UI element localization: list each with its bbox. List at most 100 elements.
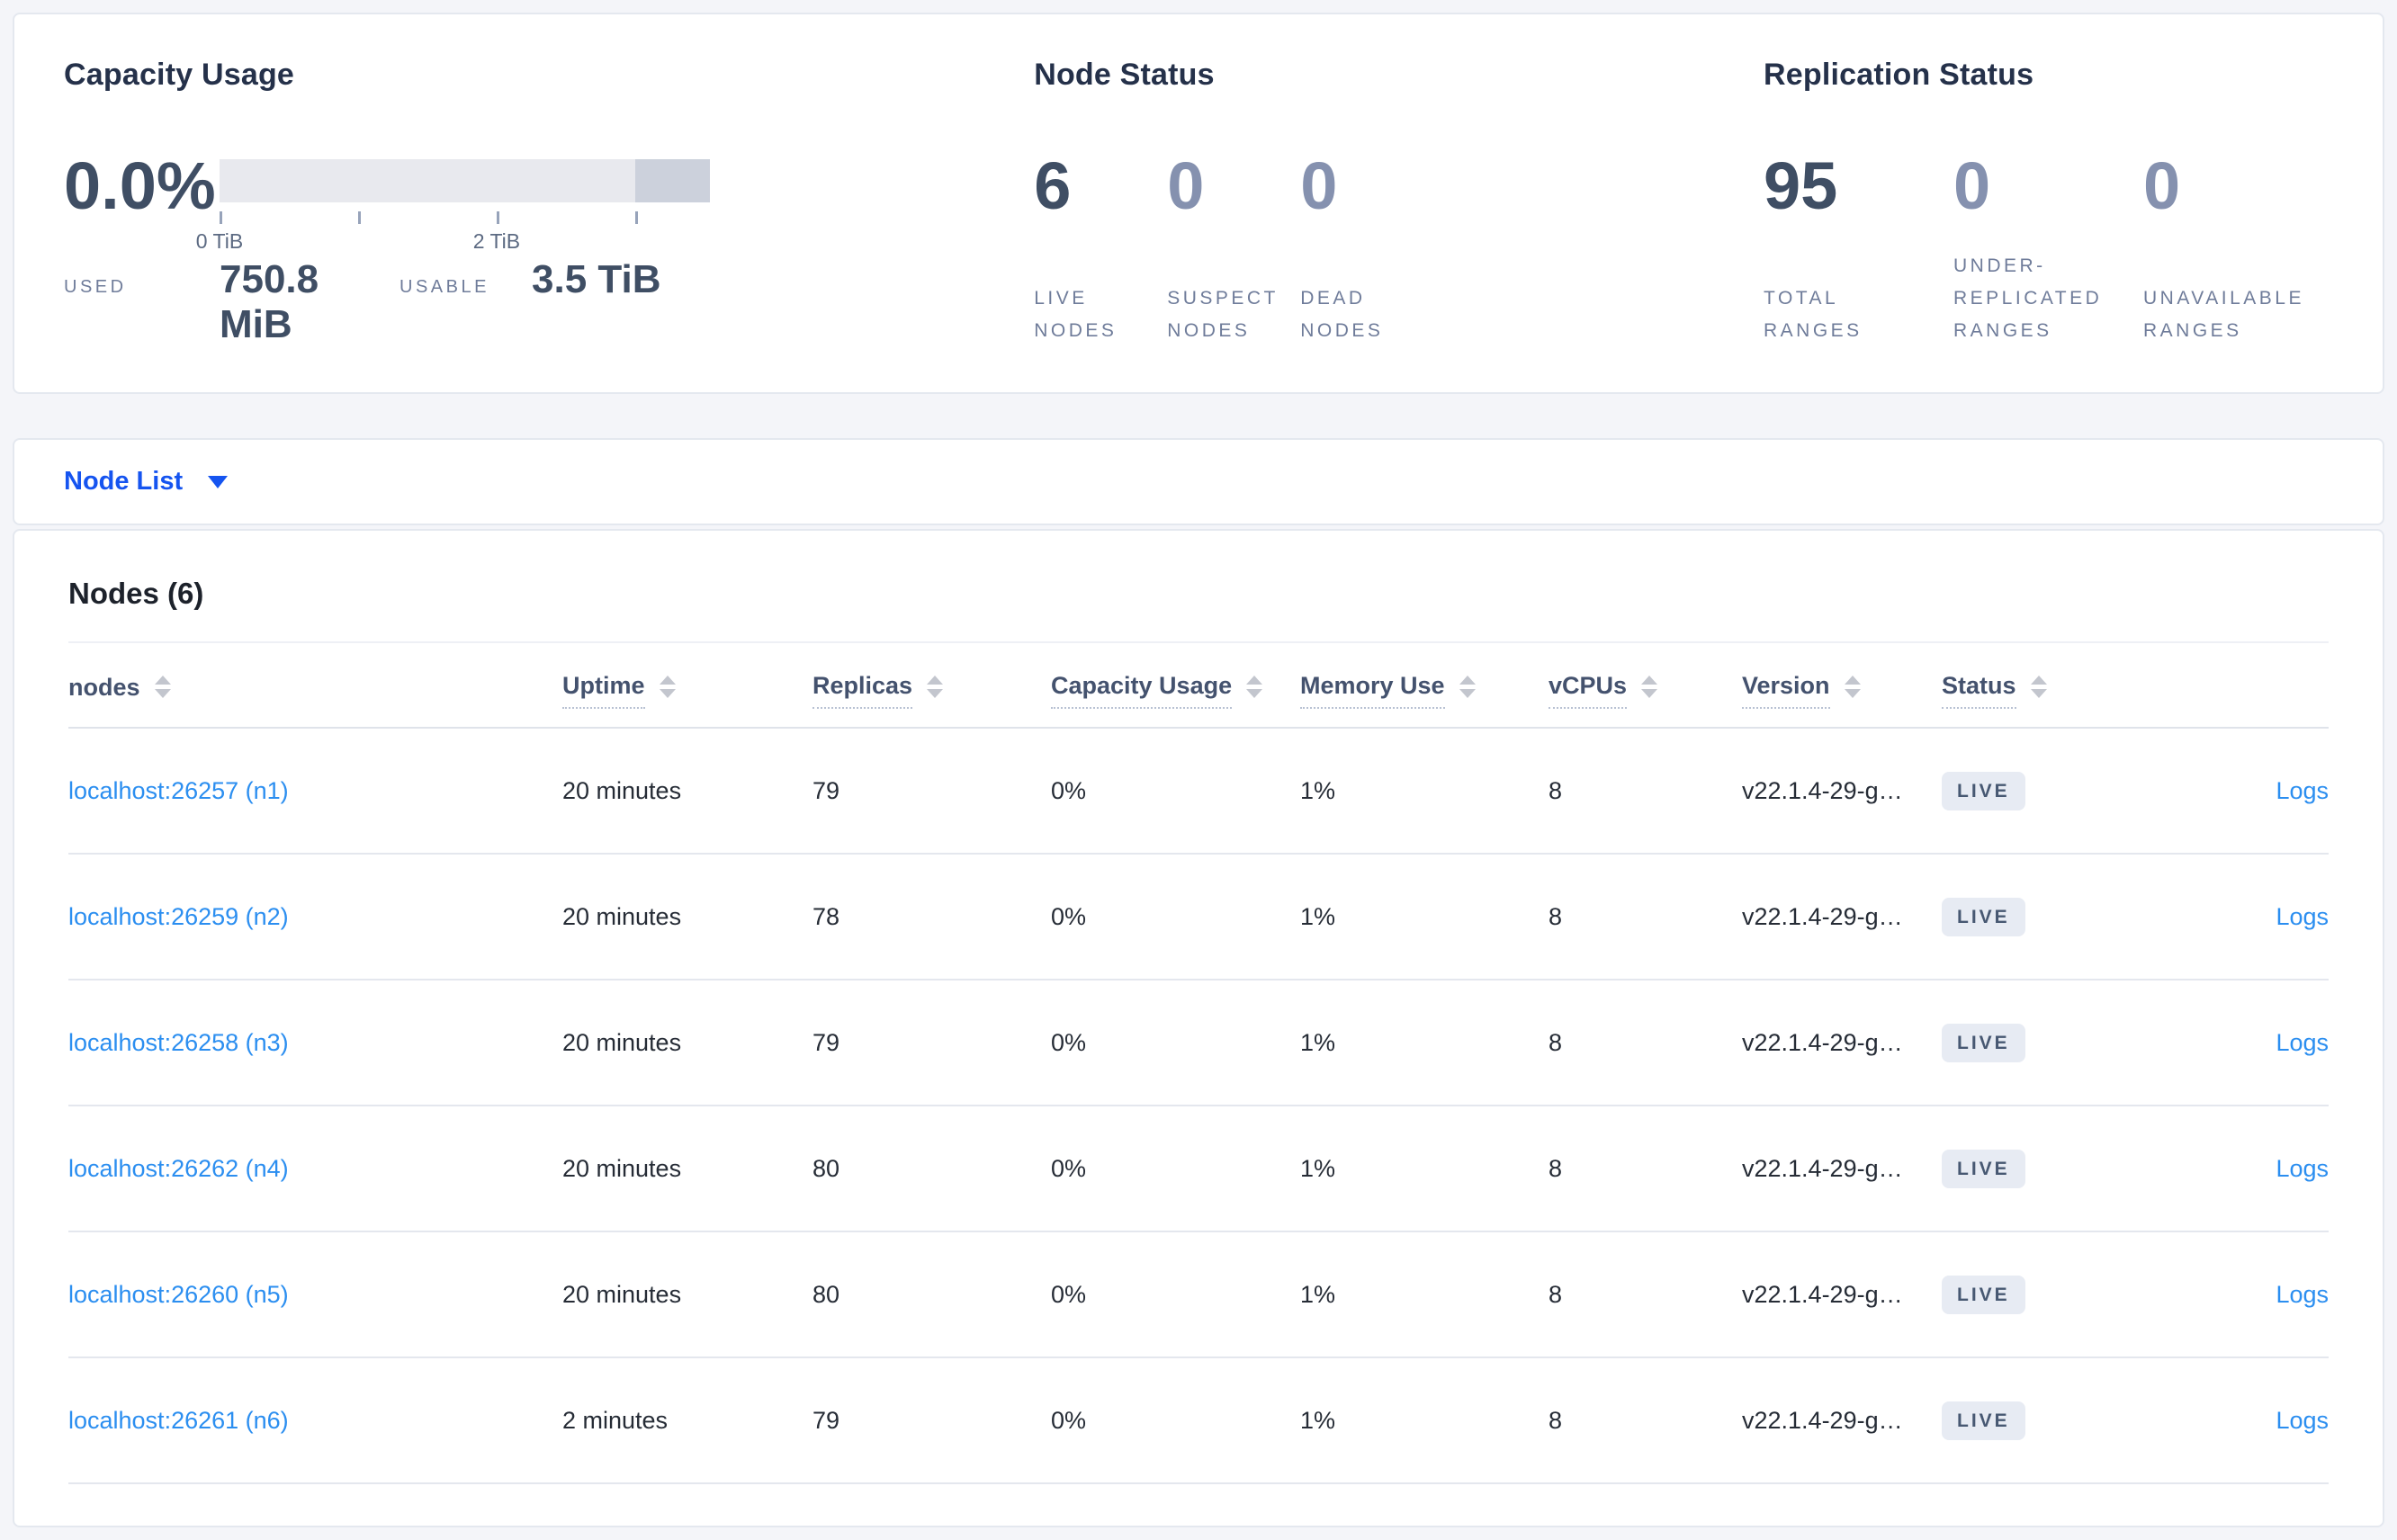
capacity-usage-cell: 0% (1051, 1028, 1087, 1056)
usable-value: 3.5 TiB (532, 257, 661, 301)
vcpus-cell: 8 (1549, 1154, 1563, 1182)
capacity-axis-ticks (220, 210, 710, 226)
stat-value: 95 (1764, 148, 1838, 223)
column-header-label[interactable]: Status (1942, 672, 2016, 709)
stat-value: 0 (1300, 148, 1338, 223)
column-header-vcpus: vCPUs (1549, 672, 1742, 709)
sort-icon[interactable] (1844, 676, 1861, 698)
logs-link[interactable]: Logs (2276, 902, 2329, 930)
stat-label: LIVE NODES (1034, 288, 1118, 341)
capacity-bar (220, 159, 710, 202)
capacity-usage-body: 0.0% 0 TiB 2 TiB (64, 152, 1034, 257)
stat-label: DEAD NODES (1300, 288, 1384, 341)
status-badge: LIVE (1942, 897, 2025, 936)
memory-use-cell: 1% (1300, 1406, 1336, 1434)
usable-label: USABLE (400, 277, 489, 297)
stat-label: TOTAL RANGES (1764, 288, 1863, 341)
replication-status-title: Replication Status (1764, 58, 2034, 92)
status-cell: LIVE (1942, 1275, 2167, 1314)
table-row: localhost:26262 (n4) 20 minutes 80 0% 1% 8 v22… (68, 1106, 2329, 1232)
replicas-cell: 78 (812, 902, 840, 930)
sort-asc-arrow (927, 676, 944, 685)
logs-cell: Logs (2167, 1407, 2329, 1435)
caret-down-icon[interactable] (208, 475, 229, 488)
column-header-label[interactable]: vCPUs (1549, 672, 1628, 709)
node-status-title: Node Status (1034, 58, 1215, 92)
sort-desc-arrow (154, 689, 171, 698)
sort-asc-arrow (154, 676, 171, 685)
table-row: localhost:26258 (n3) 20 minutes 79 0% 1% 8 v22… (68, 980, 2329, 1106)
sort-icon[interactable] (1641, 676, 1658, 698)
column-header-version: Version (1742, 672, 1942, 709)
sort-icon[interactable] (2030, 676, 2047, 698)
sort-desc-arrow (659, 689, 676, 698)
column-header-label[interactable]: Uptime (562, 672, 645, 709)
logs-link[interactable]: Logs (2276, 1406, 2329, 1434)
uptime-cell: 20 minutes (562, 902, 682, 930)
sort-desc-arrow (1459, 689, 1476, 698)
replicas-cell: 79 (812, 776, 840, 804)
node-address-link[interactable]: localhost:26257 (n1) (68, 776, 289, 804)
version-cell: v22.1.4-29-g… (1742, 902, 1903, 930)
status-badge: LIVE (1942, 1275, 2025, 1314)
sort-icon[interactable] (927, 676, 944, 698)
sort-icon[interactable] (1246, 676, 1263, 698)
memory-use-cell: 1% (1300, 1280, 1336, 1308)
table-row: localhost:26259 (n2) 20 minutes 78 0% 1% 8 v22… (68, 855, 2329, 980)
sort-desc-arrow (2030, 689, 2047, 698)
sort-icon[interactable] (1459, 676, 1476, 698)
node-address-cell: localhost:26260 (n5) (68, 1281, 562, 1309)
capacity-used-percent: 0.0% (64, 148, 216, 223)
status-cell: LIVE (1942, 1149, 2167, 1188)
status-cell: LIVE (1942, 1401, 2167, 1440)
capacity-axis-tick-label: 2 TiB (472, 229, 521, 253)
node-address-link[interactable]: localhost:26262 (n4) (68, 1154, 289, 1182)
capacity-usage-title: Capacity Usage (64, 58, 295, 92)
view-selector-bar: Node List (13, 438, 2384, 525)
logs-link[interactable]: Logs (2276, 1154, 2329, 1182)
table-row: localhost:26261 (n6) 2 minutes 79 0% 1% 8 v22.… (68, 1358, 2329, 1484)
capacity-axis-tick-label: 0 TiB (195, 229, 244, 253)
capacity-axis-tick (635, 211, 639, 224)
node-address-link[interactable]: localhost:26260 (n5) (68, 1280, 289, 1308)
logs-link[interactable]: Logs (2276, 776, 2329, 804)
used-label: USED (64, 277, 127, 297)
logs-cell: Logs (2167, 777, 2329, 805)
node-address-cell: localhost:26261 (n6) (68, 1407, 562, 1435)
column-header-status: Status (1942, 672, 2167, 709)
status-badge: LIVE (1942, 771, 2025, 810)
column-header-label[interactable]: Version (1742, 672, 1830, 709)
sort-asc-arrow (1641, 676, 1658, 685)
capacity-usage-cell: 0% (1051, 902, 1087, 930)
stat-live-nodes: 6 LIVE NODES (1034, 152, 1167, 347)
logs-link[interactable]: Logs (2276, 1280, 2329, 1308)
nodes-table-title: Nodes (6) (68, 577, 204, 610)
status-badge: LIVE (1942, 1149, 2025, 1188)
stat-label: UNAVAILABLE RANGES (2143, 288, 2304, 341)
view-selector-node-list[interactable]: Node List (64, 467, 184, 496)
sort-asc-arrow (1459, 676, 1476, 685)
status-cell: LIVE (1942, 1023, 2167, 1062)
column-header-label[interactable]: Capacity Usage (1051, 672, 1233, 709)
node-address-cell: localhost:26259 (n2) (68, 903, 562, 931)
sort-icon[interactable] (154, 676, 171, 698)
status-cell: LIVE (1942, 771, 2167, 810)
node-address-link[interactable]: localhost:26261 (n6) (68, 1406, 289, 1434)
column-header-label[interactable]: Replicas (812, 672, 913, 709)
vcpus-cell: 8 (1549, 1406, 1563, 1434)
memory-use-cell: 1% (1300, 1028, 1336, 1056)
version-cell: v22.1.4-29-g… (1742, 1154, 1903, 1182)
node-address-cell: localhost:26257 (n1) (68, 777, 562, 805)
sort-icon[interactable] (659, 676, 676, 698)
logs-link[interactable]: Logs (2276, 1028, 2329, 1056)
node-address-link[interactable]: localhost:26259 (n2) (68, 902, 289, 930)
sort-desc-arrow (1641, 689, 1658, 698)
nodes-table-body: localhost:26257 (n1) 20 minutes 79 0% 1% 8 v22… (68, 729, 2329, 1484)
node-address-link[interactable]: localhost:26258 (n3) (68, 1028, 289, 1056)
stat-value: 6 (1034, 148, 1072, 223)
column-header-label[interactable]: Memory Use (1300, 672, 1445, 709)
memory-use-cell: 1% (1300, 902, 1336, 930)
table-row: localhost:26257 (n1) 20 minutes 79 0% 1% 8 v22… (68, 729, 2329, 855)
cluster-summary-card: Capacity Usage 0.0% 0 TiB 2 TiB USED 750.… (13, 13, 2384, 394)
replication-status-stats: 95 TOTAL RANGES 0 UNDER-REPLICATED RANGES 0 U… (1764, 152, 2333, 347)
